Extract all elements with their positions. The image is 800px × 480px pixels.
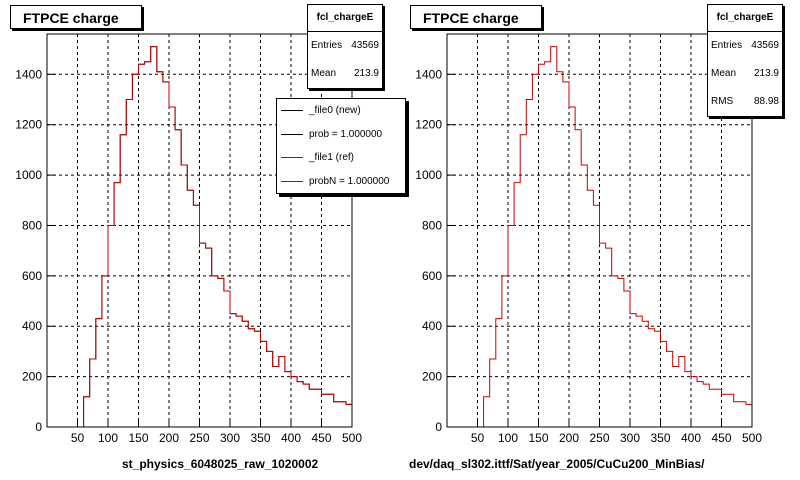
legend-swatch	[281, 157, 303, 159]
stats-label: RMS	[711, 96, 734, 107]
x-tick-label: 250	[189, 431, 209, 445]
stats-value: 88.98	[753, 96, 779, 107]
x-tick-label: 50	[471, 431, 485, 445]
stats-name: fcl_chargeE	[308, 5, 382, 32]
x-tick-label: 400	[681, 431, 701, 445]
x-tick-label: 350	[650, 431, 670, 445]
y-tick-label: 600	[422, 269, 442, 283]
stats-value: 213.9	[353, 68, 379, 79]
stats-label: Entries	[711, 40, 743, 51]
y-tick-label: 0	[435, 420, 442, 434]
x-tick-label: 100	[498, 431, 518, 445]
legend-entry: _file1 (ref)	[277, 146, 405, 170]
y-tick-label: 200	[22, 370, 42, 384]
x-tick-label: 300	[220, 431, 240, 445]
stats-label: Entries	[311, 40, 343, 51]
histogram-panel-right: 50 100 150 200 250 300 350 400 450 500 0 200 400 600 8…	[400, 0, 800, 480]
legend-label: probN = 1.000000	[309, 175, 390, 187]
x-axis-title: st_physics_6048025_raw_1020002	[122, 457, 319, 471]
stats-row-mean: Mean 213.9	[308, 60, 382, 88]
histogram-plot-right: 50 100 150 200 250 300 350 400 450 500 0 200 400 600 8…	[415, 33, 762, 445]
stats-label: Mean	[311, 68, 337, 79]
stats-value: 43569	[351, 40, 379, 51]
y-tick-label: 1200	[415, 118, 442, 132]
x-tick-label: 450	[311, 431, 331, 445]
legend-swatch	[281, 180, 303, 182]
y-tick-label: 600	[22, 269, 42, 283]
histogram-panel-left: 50 100 150 200 250 300 350 400 450 500 0 200 400 600 8…	[10, 4, 406, 471]
y-tick-label: 1200	[15, 118, 42, 132]
y-tick-label: 1400	[415, 67, 442, 81]
y-tick-label: 1000	[415, 168, 442, 182]
x-tick-label: 250	[589, 431, 609, 445]
histogram-series-line	[47, 46, 352, 428]
x-tick-label: 200	[159, 431, 179, 445]
x-tick-label: 50	[71, 431, 85, 445]
x-tick-label: 350	[250, 431, 270, 445]
histogram-series-line	[447, 46, 752, 428]
legend-entry: probN = 1.000000	[277, 170, 405, 194]
y-tick-label: 1000	[15, 168, 42, 182]
x-tick-label: 100	[98, 431, 118, 445]
y-tick-label: 200	[422, 370, 442, 384]
stats-box[interactable]: fcl_chargeE Entries 43569 Mean 213.9 RMS…	[707, 4, 783, 117]
legend-label: _file0 (new)	[309, 105, 361, 117]
y-tick-label: 800	[22, 218, 42, 232]
x-axis-title: dev/daq_sl302.ittf/Sat/year_2005/CuCu200…	[409, 457, 705, 471]
y-tick-label: 0	[35, 420, 42, 434]
y-tick-label: 800	[422, 218, 442, 232]
y-tick-label: 400	[422, 319, 442, 333]
stats-row-mean: Mean 213.9	[708, 60, 782, 88]
x-tick-label: 150	[128, 431, 148, 445]
legend-entry: prob = 1.000000	[277, 123, 405, 147]
x-tick-label: 300	[620, 431, 640, 445]
stats-value: 213.9	[753, 68, 779, 79]
stats-row-entries: Entries 43569	[308, 32, 382, 60]
legend-label: _file1 (ref)	[309, 152, 355, 164]
stats-value: 43569	[751, 40, 779, 51]
stats-box[interactable]: fcl_chargeE Entries 43569 Mean 213.9	[307, 4, 383, 89]
stats-name: fcl_chargeE	[708, 5, 782, 32]
stats-row-entries: Entries 43569	[708, 32, 782, 60]
y-tick-label: 1400	[15, 67, 42, 81]
stats-row-rms: RMS 88.98	[708, 88, 782, 116]
legend[interactable]: _file0 (new) prob = 1.000000 _file1 (ref…	[276, 98, 406, 194]
x-tick-label: 400	[281, 431, 301, 445]
legend-swatch	[281, 133, 303, 135]
x-tick-label: 500	[742, 431, 762, 445]
x-tick-label: 450	[711, 431, 731, 445]
legend-swatch	[281, 110, 303, 112]
x-tick-label: 200	[559, 431, 579, 445]
plot-title: FTPCE charge	[10, 5, 142, 29]
stats-label: Mean	[711, 68, 737, 79]
y-tick-label: 400	[22, 319, 42, 333]
x-tick-label: 150	[528, 431, 548, 445]
plot-title: FTPCE charge	[410, 5, 542, 29]
legend-label: prob = 1.000000	[309, 128, 383, 140]
x-tick-label: 500	[342, 431, 362, 445]
legend-entry: _file0 (new)	[277, 99, 405, 123]
